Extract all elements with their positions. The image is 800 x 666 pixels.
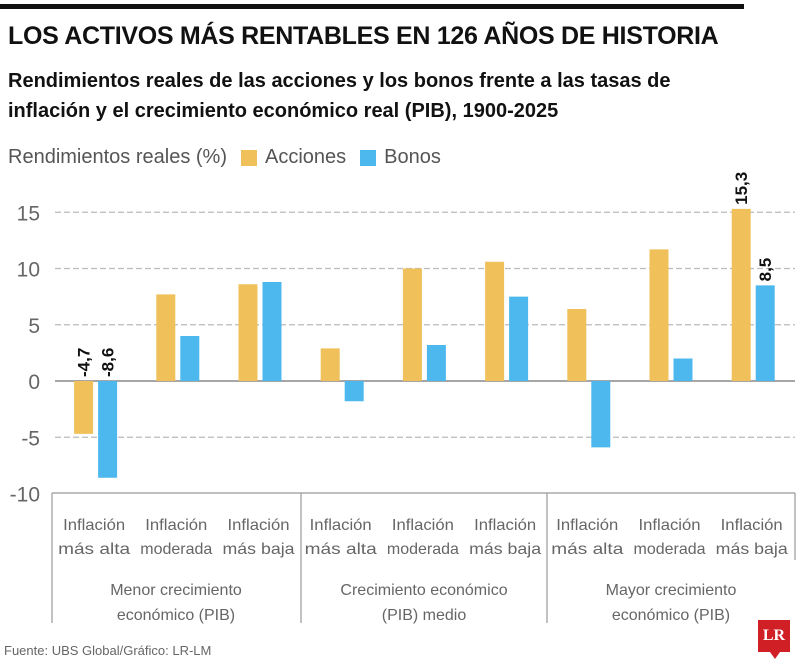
- category-label: Inflación: [63, 517, 125, 534]
- legend-label-bonos: Bonos: [384, 146, 441, 168]
- bar-acciones: [402, 268, 422, 381]
- bar-bonos: [98, 381, 118, 478]
- bar-bonos: [673, 358, 693, 381]
- legend-swatch-acciones: [240, 149, 257, 166]
- legend-swatch-bonos: [360, 149, 377, 166]
- bar-acciones: [731, 208, 751, 381]
- category-label: más baja: [223, 541, 295, 558]
- bar-acciones: [74, 381, 94, 434]
- bar-acciones: [238, 284, 258, 381]
- bar-bonos: [509, 296, 529, 381]
- y-tick-label: -5: [21, 427, 40, 450]
- legend-label-acciones: Acciones: [264, 146, 347, 168]
- group-label: Crecimiento económico: [340, 582, 507, 599]
- group-label: económico (PIB): [117, 607, 235, 624]
- group-label: (PIB) medio: [382, 607, 467, 624]
- category-label: Inflación: [310, 517, 372, 534]
- bar-acciones: [485, 261, 505, 381]
- category-label: más baja: [469, 541, 541, 558]
- y-tick-label: 5: [28, 315, 40, 338]
- data-label: 8,5: [756, 258, 775, 282]
- category-label: más alta: [305, 541, 377, 558]
- category-label: Inflación: [392, 517, 454, 534]
- top-rule: [0, 4, 744, 9]
- data-label: -4,7: [75, 348, 94, 377]
- bar-acciones: [156, 294, 176, 381]
- y-tick-label: 10: [17, 259, 40, 282]
- chart-subtitle: Rendimientos reales de las acciones y lo…: [8, 70, 671, 122]
- bar-bonos: [344, 381, 364, 402]
- category-label: moderada: [140, 541, 212, 558]
- source-note: Fuente: UBS Global/Gráfico: LR-LM: [4, 643, 212, 658]
- category-label: Inflación: [474, 517, 536, 534]
- category-label: Inflación: [145, 517, 207, 534]
- bar-bonos: [755, 285, 775, 381]
- bar-bonos: [180, 336, 200, 381]
- bar-bonos: [426, 345, 446, 381]
- group-label: Menor crecimiento: [110, 582, 242, 599]
- data-label: -8,6: [99, 348, 118, 377]
- lr-logo: LR: [758, 620, 790, 659]
- y-axis-label: Rendimientos reales (%): [8, 146, 227, 168]
- bar-acciones: [567, 309, 587, 381]
- category-label: más alta: [551, 541, 623, 558]
- category-label: moderada: [634, 541, 706, 558]
- bar-bonos: [262, 282, 282, 381]
- category-label: Inflación: [639, 517, 701, 534]
- y-tick-label: 15: [17, 202, 40, 225]
- category-label: Inflación: [721, 517, 783, 534]
- group-label: Mayor crecimiento: [606, 582, 737, 599]
- category-label: más baja: [716, 541, 788, 558]
- legend: Rendimientos reales (%) Acciones Bonos: [8, 146, 441, 169]
- data-label: 15,3: [732, 172, 751, 205]
- bar-acciones: [649, 249, 669, 381]
- y-tick-label: 0: [28, 371, 40, 394]
- category-label: más alta: [58, 541, 130, 558]
- chart-title: LOS ACTIVOS MÁS RENTABLES EN 126 AÑOS DE…: [8, 22, 719, 50]
- group-label: económico (PIB): [612, 607, 730, 624]
- category-label: moderada: [387, 541, 459, 558]
- category-label: Inflación: [556, 517, 618, 534]
- category-label: Inflación: [228, 517, 290, 534]
- bar-acciones: [320, 348, 340, 381]
- y-tick-label: -10: [10, 484, 40, 507]
- bar-bonos: [591, 381, 611, 448]
